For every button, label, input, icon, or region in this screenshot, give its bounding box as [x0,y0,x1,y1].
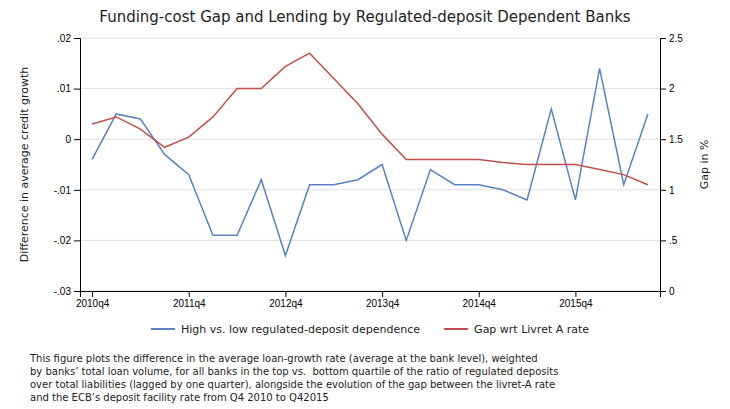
title: Funding-cost Gap and Lending by Regulate… [99,8,631,26]
y2-tick: 1 [660,185,675,196]
y2-axis-line [661,39,667,292]
x-tick-mark [285,291,286,297]
chart: Funding-cost Gap and Lending by Regulate… [0,0,730,409]
x-tick-label: 2014q4 [463,298,497,309]
y-axis-title: Difference in average credit growth [18,67,31,263]
x-tick-label: 2010q4 [76,298,110,309]
grid-line [80,38,660,39]
caption: This figure plots the difference in the … [29,353,558,403]
y-tick-mark [74,291,80,292]
y2-tick-label: 0 [669,286,675,297]
x-tick-label: 2011q4 [173,298,206,309]
series-line [92,68,648,255]
y-tick: 0 [65,134,80,145]
y-tick: -.03 [54,286,80,297]
x-tick: 2013q4 [366,291,400,309]
y-tick-mark [74,139,80,140]
y2-tick-mark [660,190,666,191]
y-tick-label: .01 [57,83,71,94]
x-tick-label: 2015q4 [559,298,593,309]
x-tick-label: 2013q4 [366,298,400,309]
caption-line: by banks’ total loan volume, for all ban… [30,366,558,377]
y2-tick-mark [660,89,666,90]
y2-tick: .5 [660,235,678,246]
grid-line [80,88,660,89]
y-tick-label: -.02 [54,235,72,246]
lines [92,53,648,255]
x-tick-label: 2012q4 [269,298,303,309]
y2-tick: 2 [660,83,675,94]
grid [80,38,660,291]
y-tick: -.02 [54,235,80,246]
y-tick-mark [74,89,80,90]
y2-tick: 2.5 [660,33,683,44]
y-tick-label: 0 [65,134,71,145]
y-axis: -.03 -.02 -.01 0 .01 .02 [54,33,81,297]
y-tick: .01 [57,83,80,94]
x-tick-mark [189,291,190,297]
x-tick-mark [382,291,383,297]
y2-tick-label: 2 [669,83,675,94]
y2-tick-label: .5 [669,235,678,246]
legend-entry: High vs. low regulated-deposit dependenc… [151,323,420,336]
x-tick: 2014q4 [463,291,497,309]
grid-line [80,240,660,241]
y2-tick-mark [660,139,666,140]
legend-swatch [444,328,468,330]
y-tick-label: -.03 [54,286,72,297]
x-axis-line [81,292,661,298]
legend-label: Gap wrt Livret A rate [474,323,589,336]
legend: High vs. low regulated-deposit dependenc… [151,323,589,336]
y-tick-mark [74,190,80,191]
y-tick-mark [74,38,80,39]
y2-tick-label: 1 [669,185,675,196]
y-tick-label: .02 [57,33,71,44]
y-tick-mark [74,240,80,241]
y2-tick-label: 2.5 [669,33,683,44]
y-tick: -.01 [54,185,80,196]
y-tick-label: -.01 [54,185,72,196]
x-tick: 2010q4 [76,291,110,309]
x-axis: 2010q4 2011q4 2012q4 2013q4 2014q4 2015q4 [76,291,661,309]
y-axis-line [74,39,81,292]
caption-line: This figure plots the difference in the … [29,353,538,364]
y-tick: .02 [57,33,80,44]
plot: 2010q4 2011q4 2012q4 2013q4 2014q4 2015q4 -.03… [18,33,711,336]
legend-entry: Gap wrt Livret A rate [444,323,589,336]
y2-tick: 1.5 [660,134,683,145]
caption-line: and the ECB’s deposit facility rate from… [30,392,329,403]
y2-axis-title: Gap in % [698,140,711,190]
y2-tick-mark [660,291,666,292]
x-tick: 2012q4 [269,291,303,309]
x-tick-mark [479,291,480,297]
y2-tick-label: 1.5 [669,134,683,145]
x-tick: 2015q4 [559,291,593,309]
legend-swatch [151,328,175,330]
x-tick-mark [92,291,93,297]
series-line [92,53,648,185]
x-tick-mark [575,291,576,297]
legend-label: High vs. low regulated-deposit dependenc… [181,323,420,336]
y2-axis: 0 .5 1 1.5 2 2.5 [660,33,683,297]
grid-line [80,139,660,140]
caption-line: over total liabilities (lagged by one qu… [30,379,555,390]
y2-tick: 0 [660,286,675,297]
x-tick: 2011q4 [173,291,206,309]
y2-tick-mark [660,38,666,39]
y2-tick-mark [660,240,666,241]
